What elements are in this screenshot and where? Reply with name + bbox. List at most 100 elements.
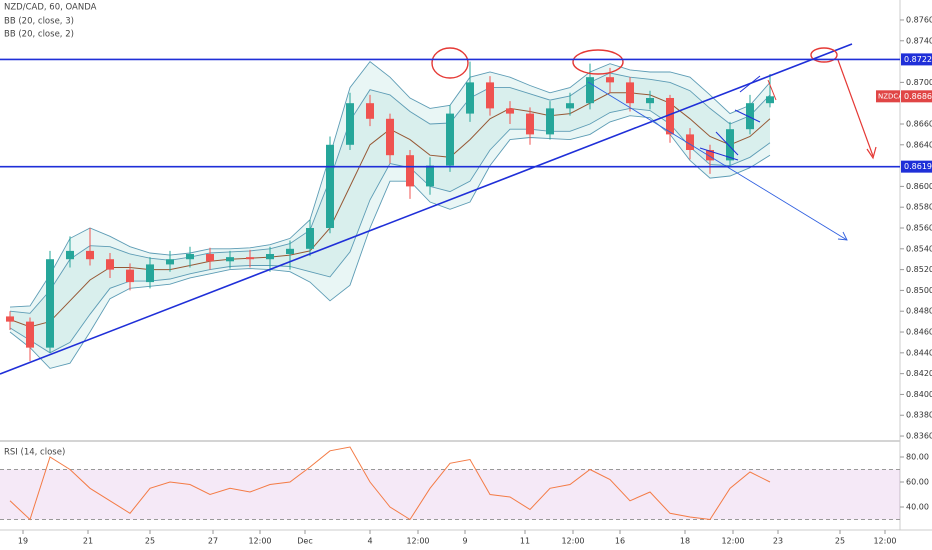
- candle-body: [566, 103, 574, 109]
- channel-line: [767, 79, 777, 101]
- chart-title: NZD/CAD, 60, OANDA: [4, 3, 97, 13]
- arrow-head: [837, 231, 848, 241]
- candle-body: [546, 108, 554, 135]
- candle-body: [526, 113, 534, 135]
- level-label: 0.86190: [904, 162, 932, 171]
- candle-body: [406, 155, 414, 187]
- candle-body: [386, 118, 394, 156]
- candle-body: [666, 97, 674, 135]
- candle-body: [446, 113, 454, 166]
- candle-body: [506, 108, 514, 114]
- level-label-box: [901, 53, 932, 66]
- rsi-title: RSI (14, close): [4, 448, 65, 458]
- y-tick-label: 80.00: [906, 453, 929, 462]
- last-price-tag: [876, 90, 900, 103]
- x-tick-label: 21: [83, 537, 93, 546]
- level-label-box: [901, 160, 932, 173]
- candle-body: [6, 316, 14, 322]
- candle-body: [466, 82, 474, 114]
- x-tick-label: Dec: [297, 537, 312, 546]
- candle-body: [766, 96, 774, 104]
- arrow: [837, 59, 874, 157]
- y-tick-label: 40.00: [906, 503, 929, 512]
- x-tick-label: 4: [367, 537, 372, 546]
- channel-line: [699, 147, 739, 161]
- candle-body: [66, 250, 74, 260]
- band-line: [9, 72, 771, 314]
- candle-body: [606, 77, 614, 83]
- x-tick-label: 9: [462, 537, 467, 546]
- candle-body: [106, 259, 114, 270]
- level-label: 0.87221: [904, 55, 932, 64]
- rsi-band: [0, 469, 900, 520]
- candle-body: [46, 259, 54, 348]
- candle-body: [426, 165, 434, 187]
- x-tick-label: 12:00: [561, 537, 584, 546]
- x-tick-label: 16: [615, 537, 625, 546]
- legend-entry: BB (20, close, 2): [4, 30, 74, 40]
- x-tick-label: 18: [680, 537, 690, 546]
- candle-body: [186, 254, 194, 260]
- candle-body: [366, 103, 374, 119]
- arrow-head: [866, 146, 877, 160]
- candle-body: [486, 82, 494, 109]
- candle-body: [126, 269, 134, 283]
- x-tick-label: 25: [835, 537, 845, 546]
- candle-body: [646, 97, 654, 104]
- x-tick-label: 12:00: [721, 537, 744, 546]
- candle-body: [586, 77, 594, 104]
- x-tick-label: 19: [18, 537, 28, 546]
- last-price-box: [901, 90, 932, 103]
- rsi-line: [9, 446, 771, 521]
- last-price-symbol: NZDCAD: [878, 92, 909, 100]
- candle-body: [326, 144, 334, 229]
- x-tick-label: 12:00: [873, 537, 896, 546]
- candle-body: [86, 250, 94, 260]
- candle-body: [206, 254, 214, 262]
- candle-body: [226, 257, 234, 262]
- y-tick-label: 0.83600: [906, 432, 932, 441]
- candle-body: [686, 134, 694, 150]
- x-tick-label: 12:00: [406, 537, 429, 546]
- candle-body: [626, 82, 634, 104]
- circle-marker: [572, 49, 624, 75]
- x-tick-label: 12:00: [248, 537, 271, 546]
- circle-marker: [431, 47, 469, 79]
- candle-body: [746, 103, 754, 130]
- candle-body: [246, 257, 254, 260]
- band-line: [9, 60, 771, 308]
- last-price-label: 0.86866: [904, 92, 932, 101]
- candle-body: [306, 228, 314, 249]
- legend-entry: BB (20, close, 3): [4, 17, 74, 27]
- channel-line: [734, 109, 761, 123]
- candle-body: [346, 103, 354, 145]
- arrow: [587, 81, 848, 241]
- candle-body: [166, 259, 174, 265]
- x-tick-label: 25: [145, 537, 155, 546]
- candle-body: [726, 129, 734, 161]
- candle-body: [146, 264, 154, 283]
- y-tick-label: 60.00: [906, 478, 929, 487]
- channel-line: [739, 75, 761, 93]
- candle-body: [706, 149, 714, 161]
- x-tick-label: 27: [208, 537, 218, 546]
